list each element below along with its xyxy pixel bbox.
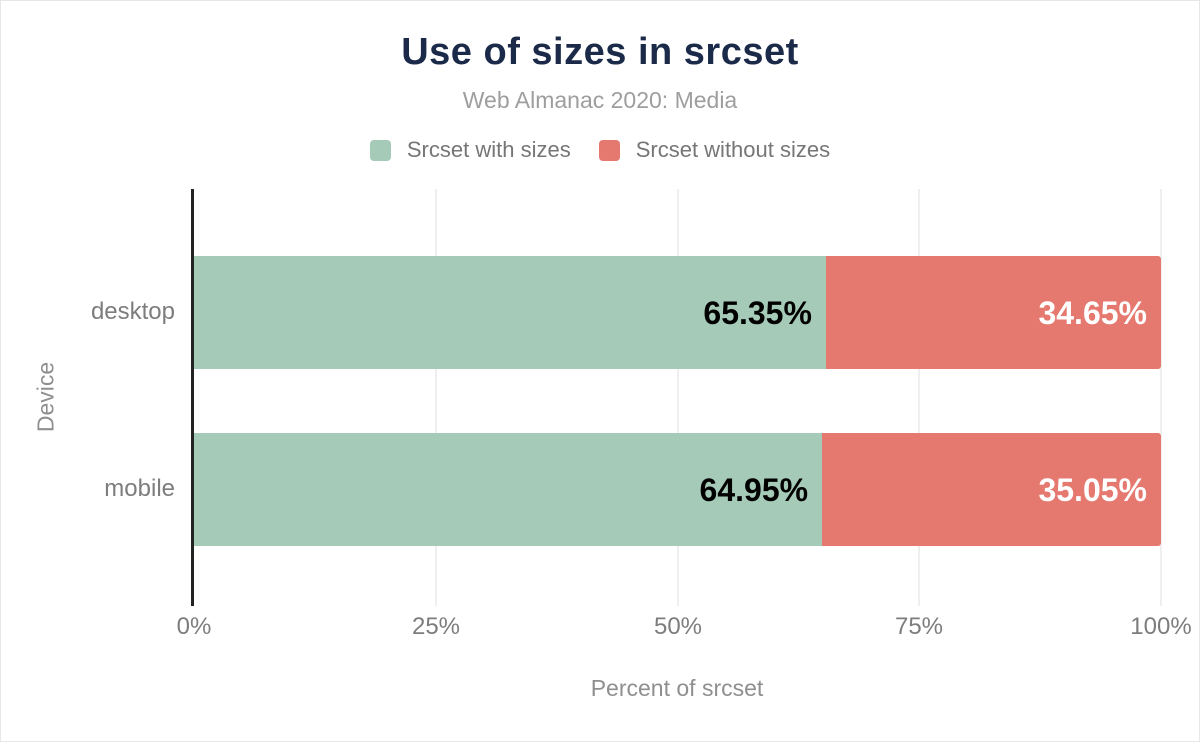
bar-segment-mobile-with-sizes: 64.95% xyxy=(194,433,823,546)
gridline-75 xyxy=(918,189,921,606)
y-axis-title: Device xyxy=(32,361,59,433)
y-category-labels: desktop mobile xyxy=(1,189,183,606)
x-tick-label: 75% xyxy=(894,613,944,640)
category-label-desktop: desktop xyxy=(90,298,175,325)
bar-value-label: 64.95% xyxy=(699,471,809,508)
x-tick-label: 50% xyxy=(653,613,703,640)
x-tick-label: 0% xyxy=(176,613,212,640)
y-axis-line xyxy=(191,189,194,606)
legend-item-srcset-without-sizes: Srcset without sizes xyxy=(598,137,831,163)
bar-value-label: 35.05% xyxy=(1038,471,1147,508)
chart-subtitle: Web Almanac 2020: Media xyxy=(462,87,738,113)
x-axis-title: Percent of srcset xyxy=(590,675,764,701)
bar-segment-desktop-without-sizes: 34.65% xyxy=(825,256,1161,369)
x-tick-label: 100% xyxy=(1130,613,1192,640)
legend-swatch-red xyxy=(598,139,620,161)
gridline-25 xyxy=(434,189,437,606)
legend-swatch-green xyxy=(369,139,391,161)
gridline-50 xyxy=(676,189,679,606)
x-tick-label: 25% xyxy=(411,613,461,640)
bar-row-desktop: 65.35% 34.65% xyxy=(194,256,1161,369)
bar-row-mobile: 64.95% 35.05% xyxy=(194,433,1161,546)
legend: Srcset with sizes Srcset without sizes xyxy=(1,137,1199,163)
category-label-mobile: mobile xyxy=(104,475,175,502)
bar-value-label: 34.65% xyxy=(1038,294,1147,331)
chart-title: Use of sizes in srcset xyxy=(401,31,799,73)
legend-label: Srcset without sizes xyxy=(635,137,831,162)
legend-label: Srcset with sizes xyxy=(406,137,571,162)
bar-segment-desktop-with-sizes: 65.35% xyxy=(194,256,826,369)
bar-segment-mobile-without-sizes: 35.05% xyxy=(822,433,1161,546)
legend-item-srcset-with-sizes: Srcset with sizes xyxy=(369,137,571,163)
gridline-100 xyxy=(1160,189,1162,606)
bar-value-label: 65.35% xyxy=(703,294,812,331)
plot-area: 65.35% 34.65% 64.95% 35.05% xyxy=(191,189,1162,606)
